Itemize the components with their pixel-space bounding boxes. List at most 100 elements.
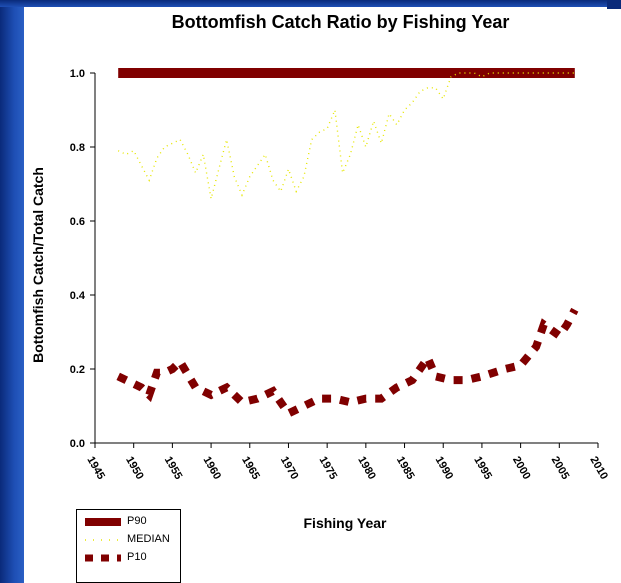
x-tick-label: 2000	[510, 455, 533, 482]
data-point-median	[180, 139, 181, 140]
data-point-median	[156, 158, 157, 159]
data-point-p10	[272, 391, 273, 392]
x-tick-label: 1950	[123, 455, 146, 482]
data-point-median	[458, 72, 459, 73]
data-point-median	[249, 176, 250, 177]
data-point-median	[257, 165, 258, 166]
data-point-p10	[172, 368, 173, 369]
legend-label-median: MEDIAN	[127, 533, 170, 545]
data-point-median	[373, 121, 374, 122]
data-point-median	[125, 154, 126, 155]
data-point-p10	[241, 402, 242, 403]
data-point-median	[520, 72, 521, 73]
legend-item-median: MEDIAN	[77, 532, 180, 548]
data-point-median	[474, 72, 475, 73]
data-point-median	[427, 87, 428, 88]
data-point-p10	[543, 324, 544, 325]
data-point-p10	[226, 387, 227, 388]
data-point-p10	[466, 380, 467, 381]
data-point-p10	[396, 387, 397, 388]
y-axis-label: Bottomfish Catch/Total Catch	[30, 167, 46, 363]
data-point-p10	[350, 402, 351, 403]
data-point-median	[450, 76, 451, 77]
top-blue-border	[0, 0, 621, 7]
data-point-median	[226, 139, 227, 140]
data-point-median	[172, 143, 173, 144]
data-point-p90	[118, 72, 119, 73]
data-point-median	[443, 98, 444, 99]
data-point-median	[574, 72, 575, 73]
legend: P90 MEDIAN P10	[76, 509, 181, 583]
data-point-median	[327, 128, 328, 129]
data-point-median	[528, 72, 529, 73]
data-point-median	[265, 154, 266, 155]
data-point-median	[381, 143, 382, 144]
data-point-median	[133, 150, 134, 151]
data-point-median	[412, 102, 413, 103]
legend-label-p90: P90	[127, 515, 147, 527]
data-point-median	[350, 154, 351, 155]
data-point-p10	[520, 365, 521, 366]
data-point-median	[505, 72, 506, 73]
data-point-median	[358, 124, 359, 125]
data-point-p10	[505, 368, 506, 369]
data-point-p10	[566, 324, 567, 325]
legend-item-p10: P10	[77, 550, 180, 566]
data-point-p10	[427, 357, 428, 358]
series-line-median	[117, 72, 575, 199]
data-point-median	[559, 72, 560, 73]
x-tick-label: 1975	[317, 455, 340, 482]
data-point-median	[404, 109, 405, 110]
x-tick-label: 1995	[471, 455, 494, 482]
data-point-median	[466, 72, 467, 73]
x-tick-label: 1960	[200, 455, 223, 482]
data-point-p10	[211, 394, 212, 395]
data-point-p10	[450, 380, 451, 381]
data-point-p10	[288, 413, 289, 414]
data-point-p10	[334, 398, 335, 399]
data-point-median	[497, 72, 498, 73]
data-point-p10	[574, 309, 575, 310]
data-point-p10	[164, 372, 165, 373]
data-point-median	[118, 150, 119, 151]
data-point-median	[543, 72, 544, 73]
data-point-p10	[536, 346, 537, 347]
legend-label-p10: P10	[127, 551, 147, 563]
data-point-p10	[141, 387, 142, 388]
y-tick-label: 0.8	[70, 142, 85, 154]
data-point-median	[389, 113, 390, 114]
data-point-p10	[180, 361, 181, 362]
legend-swatch-median	[85, 539, 121, 541]
x-tick-label: 1990	[433, 455, 456, 482]
data-point-median	[551, 72, 552, 73]
data-point-p10	[481, 376, 482, 377]
data-point-p10	[435, 376, 436, 377]
data-point-p10	[381, 398, 382, 399]
data-point-p10	[365, 398, 366, 399]
x-tick-label: 1980	[355, 455, 378, 482]
y-tick-label: 0.6	[70, 216, 85, 228]
top-right-corner-decoration	[607, 0, 621, 9]
x-tick-label: 2010	[587, 455, 610, 482]
left-blue-border	[0, 0, 24, 583]
x-tick-label: 1985	[394, 455, 417, 482]
data-point-median	[203, 154, 204, 155]
data-point-median	[288, 169, 289, 170]
data-point-median	[536, 72, 537, 73]
data-point-p10	[195, 387, 196, 388]
data-point-median	[303, 176, 304, 177]
x-tick-label: 1970	[278, 455, 301, 482]
legend-swatch-p90	[85, 518, 121, 526]
data-point-p10	[303, 405, 304, 406]
data-point-median	[234, 176, 235, 177]
legend-item-p90: P90	[77, 514, 180, 530]
data-point-p10	[412, 380, 413, 381]
data-point-median	[334, 109, 335, 110]
x-tick-label: 2005	[549, 455, 572, 482]
y-tick-label: 0.4	[70, 290, 86, 302]
data-point-median	[365, 146, 366, 147]
data-point-median	[164, 146, 165, 147]
data-point-median	[396, 124, 397, 125]
data-point-median	[141, 165, 142, 166]
